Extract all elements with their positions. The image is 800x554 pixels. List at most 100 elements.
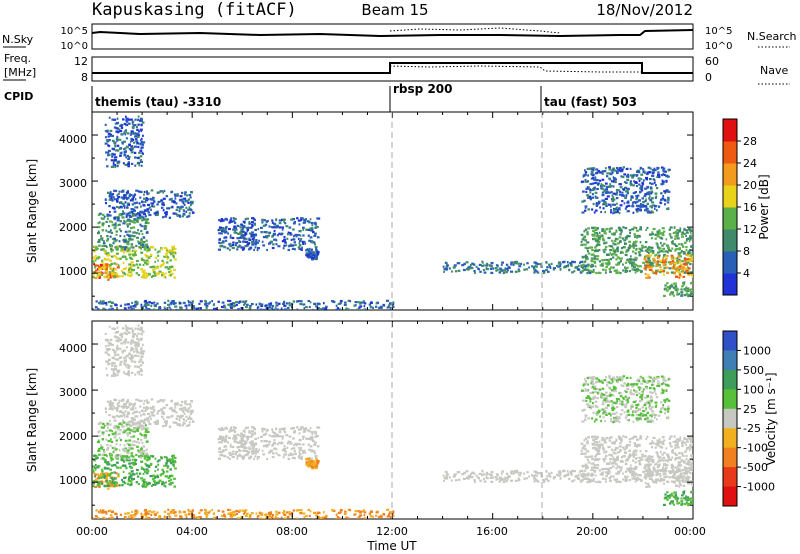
- power-echo-cell: [162, 216, 165, 219]
- power-echo-cell: [638, 171, 641, 174]
- power-echo-cell: [169, 251, 172, 254]
- velocity-echo-cell: [143, 468, 146, 471]
- power-echo-cell: [149, 248, 151, 252]
- power-echo-cell: [298, 247, 302, 250]
- power-echo-cell: [634, 256, 637, 259]
- velocity-echo-cell: [165, 481, 167, 484]
- power-echo-cell: [289, 232, 292, 235]
- velocity-echo-cell: [174, 467, 177, 470]
- velocity-echo-cell: [224, 438, 227, 441]
- power-echo-cell: [127, 212, 131, 215]
- velocity-echo-cell: [94, 473, 97, 476]
- power-echo-cell: [604, 258, 607, 261]
- power-echo-cell: [284, 308, 287, 310]
- power-echo-cell: [471, 267, 474, 270]
- power-echo-cell: [109, 235, 112, 238]
- power-echo-cell: [94, 254, 97, 258]
- velocity-echo-cell: [103, 424, 106, 427]
- power-echo-cell: [605, 245, 608, 248]
- velocity-echo-cell: [113, 477, 117, 480]
- power-echo-cell: [113, 153, 116, 156]
- power-echo-cell: [137, 240, 140, 243]
- power-echo-cell: [151, 204, 153, 207]
- power-echo-cell: [505, 271, 508, 274]
- velocity-echo-cell: [273, 441, 276, 444]
- power-echo-cell: [628, 210, 630, 213]
- power-echo-cell: [590, 253, 594, 256]
- power-echo-cell: [242, 240, 244, 243]
- power-echo-cell: [685, 239, 688, 242]
- velocity-echo-cell: [390, 511, 393, 514]
- velocity-echo-cell: [109, 514, 113, 517]
- velocity-echo-cell: [172, 421, 176, 424]
- power-echo-cell: [677, 288, 680, 291]
- power-echo-cell: [302, 303, 306, 306]
- power-echo-cell: [112, 148, 115, 151]
- velocity-echo-cell: [168, 407, 171, 410]
- power-echo-cell: [655, 261, 658, 264]
- velocity-echo-cell: [124, 372, 128, 375]
- power-echo-cell: [278, 219, 282, 222]
- power-echo-cell: [171, 198, 173, 202]
- velocity-echo-cell: [126, 400, 129, 403]
- velocity-echo-cell: [311, 460, 314, 463]
- power-echo-cell: [170, 300, 174, 303]
- power-echo-cell: [663, 190, 667, 193]
- power-echo-cell: [127, 306, 130, 309]
- power-echo-cell: [238, 244, 241, 247]
- power-echo-cell: [534, 265, 537, 268]
- velocity-echo-cell: [316, 460, 320, 463]
- cpid-segment-themis: themis (tau) -3310: [95, 95, 221, 109]
- power-echo-cell: [111, 275, 114, 278]
- power-echo-cell: [507, 266, 511, 269]
- power-echo-cell: [154, 267, 156, 270]
- power-echo-cell: [126, 120, 129, 123]
- power-echo-cell: [114, 145, 117, 148]
- power-echo-cell: [122, 222, 126, 225]
- velocity-echo-cell: [243, 446, 246, 449]
- power-echo-cell: [591, 168, 595, 171]
- power-echo-cell: [140, 164, 143, 167]
- power-echo-cell: [561, 261, 565, 264]
- power-echo-cell: [650, 249, 653, 252]
- power-echo-cell: [506, 269, 509, 272]
- velocity-echo-cell: [132, 341, 136, 344]
- velocity-echo-cell: [172, 454, 175, 457]
- power-echo-cell: [118, 245, 122, 248]
- power-echo-cell: [199, 300, 203, 303]
- power-echo-cell: [629, 182, 632, 185]
- velocity-echo-cell: [95, 455, 98, 458]
- power-echo-cell: [612, 167, 615, 170]
- power-echo-cell: [569, 262, 572, 265]
- power-echo-cell: [217, 248, 221, 251]
- power-echo-cell: [580, 260, 584, 263]
- power-echo-cell: [243, 237, 246, 240]
- velocity-echo-cell: [116, 331, 119, 334]
- power-echo-cell: [609, 258, 612, 261]
- velocity-echo-cell: [106, 444, 109, 447]
- power-echo-cell: [587, 263, 590, 266]
- velocity-echo-cell: [314, 430, 317, 433]
- power-echo-cell: [140, 225, 143, 228]
- power-echo-cell: [593, 211, 596, 214]
- power-echo-cell: [274, 306, 277, 309]
- power-echo-cell: [166, 257, 169, 260]
- power-echo-cell: [114, 272, 119, 275]
- power-echo-cell: [258, 239, 260, 242]
- power-echo-cell: [646, 191, 649, 194]
- velocity-echo-cell: [114, 358, 118, 361]
- power-echo-cell: [613, 269, 617, 272]
- power-echo-cell: [130, 261, 134, 264]
- power-echo-cell: [231, 244, 235, 247]
- power-echo-cell: [136, 266, 140, 269]
- power-echo-cell: [283, 236, 286, 239]
- power-echo-cell: [178, 214, 181, 217]
- velocity-echo-cell: [122, 327, 125, 330]
- power-echo-cell: [680, 263, 683, 266]
- power-echo-cell: [582, 263, 585, 266]
- velocity-echo-cell: [315, 434, 319, 438]
- power-echo-cell: [122, 247, 124, 250]
- power-echo-cell: [228, 299, 232, 303]
- velocity-echo-cell: [136, 410, 139, 413]
- power-echo-cell: [598, 248, 601, 252]
